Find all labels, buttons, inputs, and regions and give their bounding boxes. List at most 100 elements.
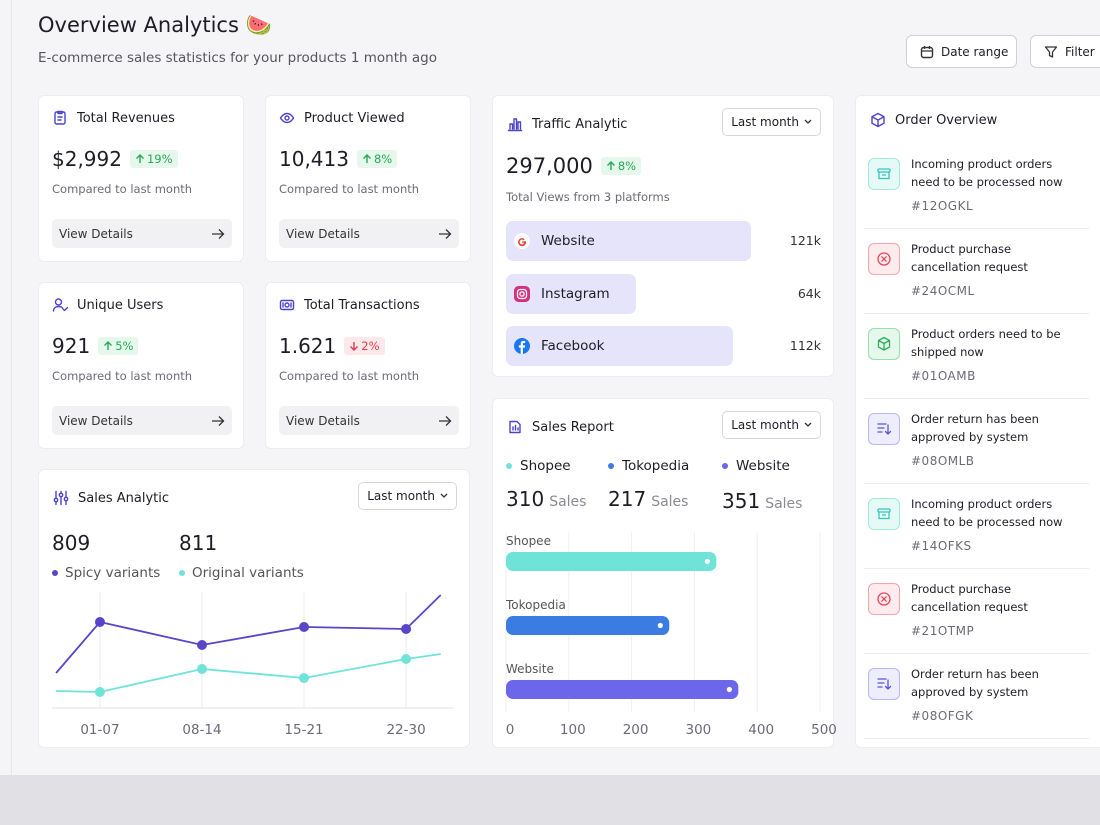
card-header: Product Viewed	[279, 110, 405, 126]
panel-title: Order Overview	[895, 112, 998, 128]
order-text: Incoming product orders need to be proce…	[911, 497, 1063, 529]
platform-value: 112k	[789, 338, 821, 353]
header-button[interactable]: Filter	[1030, 35, 1100, 68]
legend-item: Tokopedia	[608, 458, 689, 474]
order-id: #21OTMP	[911, 624, 975, 638]
stat-card: Product Viewed 10,413 8% Compared to last m…	[265, 95, 471, 262]
legend-item: Shopee	[506, 458, 571, 474]
sales-report-panel: Sales Report Last month Shopee 310 Sales Toko…	[492, 398, 834, 748]
stat-note: Compared to last month	[279, 369, 420, 383]
panel-icon	[507, 118, 523, 132]
sales-total: 351 Sales	[722, 489, 802, 513]
period-dropdown[interactable]: Last month	[358, 482, 457, 510]
value-row: 1.621 2%	[279, 334, 385, 358]
platform-row: Facebook	[514, 338, 604, 354]
change-value: 2%	[361, 339, 380, 353]
legend-label: Original variants	[192, 565, 304, 581]
change-value: 19%	[146, 152, 173, 166]
order-text: Product orders need to be shipped now	[911, 327, 1061, 359]
value-row: 921 5%	[52, 334, 139, 358]
page-title: Overview Analytics 🍉	[38, 13, 272, 37]
page-subtitle: E-commerce sales statistics for your pro…	[38, 50, 437, 66]
card-icon	[279, 112, 295, 124]
view-details-button[interactable]: View Details	[52, 219, 232, 248]
platform-row: Instagram	[514, 285, 610, 302]
change-badge: 5%	[98, 337, 139, 355]
order-id: #01OAMB	[911, 369, 976, 383]
legend-item: Website	[722, 458, 790, 474]
platform-icon	[514, 338, 530, 354]
order-divider	[864, 398, 1089, 399]
header-button[interactable]: Date range	[906, 35, 1017, 68]
button-label: View Details	[286, 226, 360, 241]
panel-title: Sales Analytic	[78, 490, 169, 506]
panel-title: Sales Report	[532, 419, 614, 435]
order-id: #08OFGK	[911, 709, 974, 723]
trend-arrow	[350, 342, 359, 351]
card-title: Total Transactions	[304, 297, 420, 313]
card-title: Total Revenues	[77, 110, 175, 126]
stat-value: $2,992	[52, 147, 122, 171]
traffic-total: 297,000	[506, 154, 593, 178]
trend-arrow	[135, 154, 144, 163]
card-icon	[52, 298, 68, 312]
button-label: View Details	[59, 413, 133, 428]
button-label: View Details	[286, 413, 360, 428]
button-icon	[1044, 45, 1058, 58]
order-icon	[868, 158, 900, 190]
order-glyph	[877, 336, 891, 351]
legend-item: Original variants	[179, 565, 304, 581]
order-text: Order return has been approved by system	[911, 667, 1039, 699]
sales-total-value: 310	[506, 487, 545, 511]
chevron	[804, 119, 812, 124]
period-dropdown[interactable]: Last month	[722, 108, 821, 136]
card-title: Unique Users	[77, 297, 164, 313]
period-label: Last month	[367, 489, 435, 503]
view-details-button[interactable]: View Details	[279, 219, 459, 248]
order-divider	[864, 653, 1089, 654]
traffic-bar	[506, 326, 733, 366]
order-glyph	[877, 168, 891, 180]
trend-arrow	[104, 341, 113, 350]
order-text: Product purchase cancellation request	[911, 242, 1028, 274]
panel-header: Traffic Analytic	[507, 116, 627, 132]
panel-header: Sales Analytic	[53, 490, 169, 506]
panel-header: Sales Report	[507, 419, 614, 435]
chevron	[440, 493, 448, 498]
change-badge: 2%	[344, 337, 385, 355]
period-dropdown[interactable]: Last month	[722, 411, 821, 439]
stat-card: Total Revenues $2,992 19% Compared to last …	[38, 95, 244, 262]
order-glyph	[877, 252, 891, 266]
card-header: Total Revenues	[52, 110, 175, 126]
period-label: Last month	[731, 418, 799, 432]
sales-unit: Sales	[549, 494, 587, 510]
legend-dot	[506, 463, 512, 469]
order-id: #12OGKL	[911, 199, 974, 213]
card-icon	[54, 110, 66, 125]
stat-note: Compared to last month	[52, 369, 193, 383]
order-glyph	[877, 678, 892, 690]
series-total: 809	[52, 531, 91, 555]
chevron	[804, 422, 812, 427]
order-icon	[868, 328, 900, 360]
platform-name: Facebook	[541, 338, 605, 354]
sales-total-value: 217	[608, 487, 647, 511]
panel-icon	[53, 490, 69, 506]
order-text: Incoming product orders need to be proce…	[911, 157, 1063, 189]
order-divider	[864, 738, 1089, 739]
button-label: Filter	[1065, 44, 1095, 59]
legend-dot	[179, 570, 185, 576]
arrow-right	[439, 415, 452, 426]
change-value: 8%	[373, 152, 393, 166]
order-divider	[864, 313, 1089, 314]
button-icon	[920, 45, 934, 58]
view-details-button[interactable]: View Details	[279, 406, 459, 435]
platform-icon	[514, 233, 530, 249]
sales-unit: Sales	[765, 496, 803, 512]
sales-total: 310 Sales	[506, 487, 586, 511]
platform-row: Website	[514, 233, 595, 249]
order-id: #08OMLB	[911, 454, 975, 468]
view-details-button[interactable]: View Details	[52, 406, 232, 435]
order-text: Order return has been approved by system	[911, 412, 1039, 444]
